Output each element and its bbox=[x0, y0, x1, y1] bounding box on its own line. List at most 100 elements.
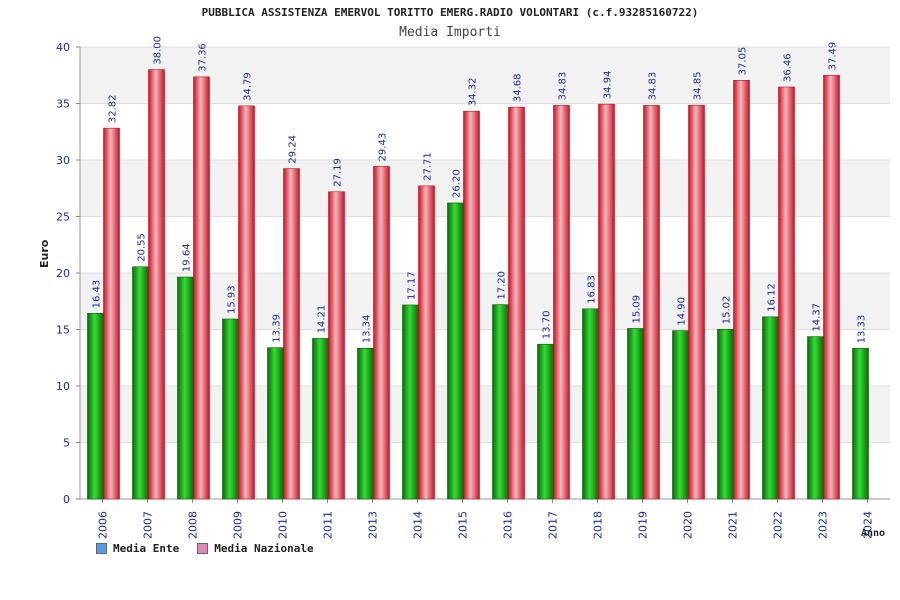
x-tick-label: 2024 bbox=[862, 511, 875, 539]
bar-value-label: 32.82 bbox=[108, 94, 119, 123]
bar-media-ente-2019 bbox=[627, 328, 644, 500]
bar-value-label: 16.83 bbox=[587, 275, 598, 304]
bar-media-nazionale-2008 bbox=[193, 76, 210, 500]
y-tick-label: 25 bbox=[56, 211, 70, 224]
bar-value-label: 13.70 bbox=[542, 311, 553, 340]
bar-media-nazionale-2017 bbox=[553, 105, 570, 500]
bar-value-label: 14.21 bbox=[317, 305, 328, 334]
bar-value-label: 26.20 bbox=[452, 169, 463, 198]
y-tick-label: 15 bbox=[56, 324, 70, 337]
legend-label-media-ente: Media Ente bbox=[113, 542, 180, 555]
grid-band bbox=[80, 160, 890, 217]
y-tick-label: 30 bbox=[56, 154, 70, 167]
bar-value-label: 34.32 bbox=[468, 78, 479, 107]
bar-media-ente-2017 bbox=[537, 343, 554, 500]
bar-media-ente-2006 bbox=[87, 313, 104, 500]
x-tick-label: 2008 bbox=[187, 511, 200, 539]
x-tick-label: 2011 bbox=[322, 511, 335, 539]
bar-value-label: 17.17 bbox=[407, 271, 418, 300]
bar-media-nazionale-2021 bbox=[733, 80, 750, 500]
bar-value-label: 29.24 bbox=[288, 135, 299, 164]
x-tick-label: 2006 bbox=[97, 511, 110, 539]
x-tick-label: 2019 bbox=[637, 511, 650, 539]
bar-value-label: 17.20 bbox=[497, 271, 508, 300]
x-tick-label: 2020 bbox=[682, 511, 695, 539]
bar-media-ente-2010 bbox=[267, 347, 284, 500]
grid-band bbox=[80, 273, 890, 330]
bar-media-nazionale-2018 bbox=[598, 103, 615, 500]
x-tick-label: 2014 bbox=[412, 511, 425, 539]
bar-value-label: 14.90 bbox=[677, 297, 688, 326]
bar-media-nazionale-2007 bbox=[148, 69, 165, 500]
bar-media-ente-2018 bbox=[582, 308, 599, 500]
bar-value-label: 37.05 bbox=[738, 47, 749, 76]
legend-item-media-ente: Media Ente bbox=[96, 542, 179, 555]
bar-media-nazionale-2006 bbox=[103, 127, 120, 500]
bar-media-ente-2014 bbox=[402, 304, 419, 500]
bar-value-label: 37.36 bbox=[198, 43, 209, 72]
x-tick-label: 2015 bbox=[457, 511, 470, 539]
chart-subtitle: Media Importi bbox=[399, 25, 501, 40]
legend-swatch-media-nazionale bbox=[197, 543, 209, 554]
x-tick-labels: 2006 2007 2008 2009 2010 2011 2013 2014 2015 2016… bbox=[97, 511, 875, 539]
bar-value-label: 34.85 bbox=[693, 72, 704, 101]
legend-label-media-nazionale: Media Nazionale bbox=[214, 542, 314, 555]
bar-value-label: 29.43 bbox=[378, 133, 389, 162]
x-tick-label: 2017 bbox=[547, 511, 560, 539]
legend-swatch-media-ente bbox=[96, 543, 107, 554]
y-axis-label: Euro bbox=[38, 239, 51, 268]
bar-media-ente-2024 bbox=[852, 348, 869, 500]
bar-media-nazionale-2014 bbox=[418, 185, 435, 500]
y-tick-label: 20 bbox=[56, 267, 70, 280]
bar-value-label: 13.39 bbox=[272, 314, 283, 343]
x-tick-label: 2021 bbox=[727, 511, 740, 539]
bar-value-label: 15.02 bbox=[722, 296, 733, 325]
bar-value-label: 13.34 bbox=[362, 315, 373, 344]
bar-media-nazionale-2011 bbox=[328, 191, 345, 500]
y-tick-labels: 0 5 10 15 20 25 30 35 40 bbox=[56, 41, 70, 506]
bar-media-ente-2022 bbox=[762, 316, 779, 500]
grid-band bbox=[80, 386, 890, 443]
bar-value-label: 13.33 bbox=[857, 315, 868, 344]
y-tick-label: 5 bbox=[63, 437, 70, 450]
bar-media-nazionale-2009 bbox=[238, 105, 255, 500]
bar-media-nazionale-2015 bbox=[463, 110, 480, 500]
bar-media-ente-2020 bbox=[672, 330, 689, 500]
bar-value-label: 34.68 bbox=[513, 73, 524, 102]
y-tick-label: 35 bbox=[56, 98, 70, 111]
legend-item-media-nazionale: Media Nazionale bbox=[197, 542, 314, 555]
bar-value-label: 37.49 bbox=[828, 42, 839, 71]
x-tick-label: 2007 bbox=[142, 511, 155, 539]
bar-value-label: 15.93 bbox=[227, 285, 238, 314]
x-tick-label: 2023 bbox=[817, 511, 830, 539]
bar-media-ente-2016 bbox=[492, 304, 509, 500]
y-tick-label: 40 bbox=[56, 41, 70, 54]
bar-media-nazionale-2022 bbox=[778, 86, 795, 500]
bar-media-nazionale-2010 bbox=[283, 168, 300, 500]
bar-media-ente-2007 bbox=[132, 266, 149, 500]
bar-media-ente-2011 bbox=[312, 338, 329, 500]
bar-media-ente-2021 bbox=[717, 328, 734, 500]
bar-value-label: 34.83 bbox=[648, 72, 659, 101]
bar-value-label: 20.55 bbox=[137, 233, 148, 262]
bar-value-label: 34.83 bbox=[558, 72, 569, 101]
bar-value-label: 27.71 bbox=[423, 152, 434, 181]
grid-band bbox=[80, 47, 890, 104]
bar-media-nazionale-2019 bbox=[643, 105, 660, 500]
bar-value-label: 34.79 bbox=[243, 72, 254, 101]
bar-value-label: 34.94 bbox=[603, 71, 614, 100]
bar-media-ente-2013 bbox=[357, 347, 374, 500]
bars bbox=[87, 69, 869, 500]
grid-bands bbox=[80, 47, 890, 443]
x-tick-label: 2013 bbox=[367, 511, 380, 539]
x-tick-label: 2010 bbox=[277, 511, 290, 539]
gridlines bbox=[80, 46, 890, 500]
bar-media-nazionale-2013 bbox=[373, 166, 390, 500]
y-tick-label: 0 bbox=[63, 493, 70, 506]
bar-value-label: 16.12 bbox=[767, 283, 778, 312]
x-axis-label: Anno bbox=[861, 528, 886, 539]
y-tick-label: 10 bbox=[56, 380, 70, 393]
chart-title: PUBBLICA ASSISTENZA EMERVOL TORITTO EMER… bbox=[201, 6, 699, 19]
bar-media-ente-2015 bbox=[447, 202, 464, 500]
